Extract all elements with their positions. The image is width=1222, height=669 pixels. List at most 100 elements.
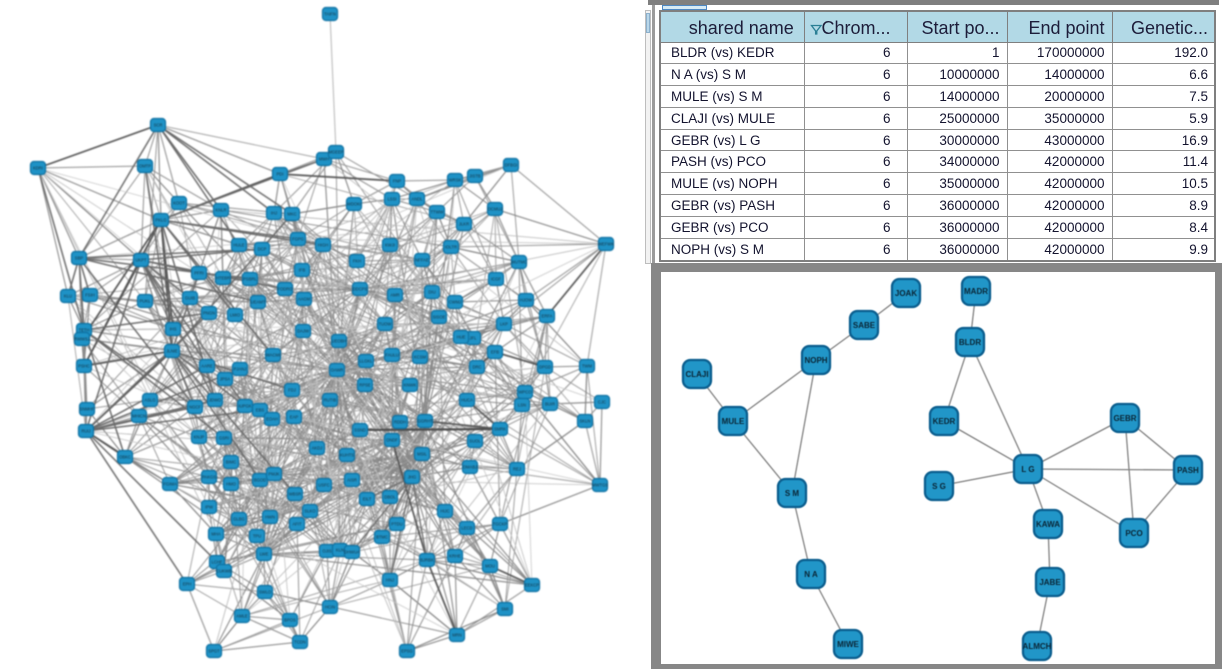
svg-text:PAKGS: PAKGS	[202, 475, 216, 480]
svg-text:AARE: AARE	[201, 364, 213, 369]
svg-text:MHICN: MHICN	[132, 414, 146, 419]
svg-text:FGIMA: FGIMA	[163, 482, 176, 487]
svg-text:KDRI: KDRI	[33, 166, 43, 171]
svg-text:IPW: IPW	[205, 505, 213, 510]
svg-text:ANDL: ANDL	[411, 197, 423, 202]
svg-text:NGCF: NGCF	[189, 405, 201, 410]
svg-text:FKH: FKH	[353, 259, 361, 264]
svg-text:HIJC: HIJC	[440, 509, 449, 514]
svg-text:ICGF: ICGF	[491, 277, 501, 282]
svg-text:KEDR: KEDR	[933, 417, 956, 426]
svg-text:MULE: MULE	[722, 417, 745, 426]
svg-text:TGCKP: TGCKP	[493, 522, 508, 527]
svg-text:HNJ: HNJ	[386, 578, 394, 583]
svg-text:MSIL: MSIL	[417, 452, 427, 457]
svg-text:MRN: MRN	[452, 633, 462, 638]
svg-text:FGPG: FGPG	[292, 237, 304, 242]
svg-text:AKDJ: AKDJ	[312, 446, 323, 451]
svg-text:IUPGK: IUPGK	[238, 404, 251, 409]
svg-text:MADR: MADR	[964, 287, 988, 296]
svg-text:JOAK: JOAK	[895, 289, 917, 298]
svg-text:DRC: DRC	[472, 365, 481, 370]
svg-text:RWWSJ: RWWSJ	[74, 337, 90, 342]
svg-text:MGEEP: MGEEP	[328, 150, 343, 155]
svg-text:PSBRL: PSBRL	[243, 277, 257, 282]
svg-text:JISTB: JISTB	[469, 174, 481, 179]
svg-text:S G: S G	[932, 482, 946, 491]
svg-text:AFIT: AFIT	[292, 522, 302, 527]
svg-text:SWLO: SWLO	[259, 590, 272, 595]
svg-text:PASH: PASH	[1177, 466, 1199, 475]
svg-text:JABE: JABE	[1039, 578, 1061, 587]
svg-text:IHJ: IHJ	[271, 211, 277, 216]
svg-text:HUCA: HUCA	[461, 398, 473, 403]
svg-text:L G: L G	[1021, 465, 1034, 474]
svg-text:DDCPS: DDCPS	[353, 287, 368, 292]
svg-text:WUTMC: WUTMC	[511, 260, 527, 265]
svg-text:TTWW: TTWW	[430, 210, 443, 215]
svg-text:PFRI: PFRI	[194, 271, 204, 276]
svg-text:BJRBK: BJRBK	[420, 558, 434, 563]
svg-text:SMI: SMI	[501, 607, 508, 612]
svg-text:WRSK: WRSK	[449, 178, 462, 183]
svg-text:KAWA: KAWA	[1036, 520, 1060, 529]
svg-text:WBSR: WBSR	[289, 492, 302, 497]
svg-text:WDOKI: WDOKI	[347, 202, 361, 207]
svg-text:MWH: MWH	[319, 157, 329, 162]
svg-text:KLU: KLU	[64, 294, 72, 299]
svg-text:SNMHF: SNMHF	[80, 407, 95, 412]
svg-text:JPSA: JPSA	[220, 377, 231, 382]
svg-text:USFC: USFC	[318, 483, 329, 488]
svg-text:AMR: AMR	[390, 293, 399, 298]
svg-text:AAGM: AAGM	[298, 297, 311, 302]
svg-text:KWJI: KWJI	[385, 243, 395, 248]
svg-text:CWMJ: CWMJ	[449, 300, 462, 305]
svg-text:ASLG: ASLG	[144, 398, 155, 403]
svg-text:BTMC: BTMC	[376, 535, 388, 540]
svg-text:GEBR: GEBR	[1113, 414, 1136, 423]
svg-text:EAP: EAP	[290, 415, 299, 420]
svg-text:TPU: TPU	[253, 534, 261, 539]
svg-text:EEKCP: EEKCP	[525, 583, 539, 588]
svg-text:SCR: SCR	[154, 123, 163, 128]
svg-text:BPOS: BPOS	[284, 618, 296, 623]
svg-text:JLKR: JLKR	[459, 222, 469, 227]
svg-text:DIU: DIU	[428, 290, 435, 295]
svg-text:RUTIB: RUTIB	[324, 398, 337, 403]
svg-text:SUOL: SUOL	[469, 439, 481, 444]
svg-text:SMRK: SMRK	[494, 427, 506, 432]
svg-text:SISOE: SISOE	[433, 315, 446, 320]
svg-text:PMJK: PMJK	[268, 472, 279, 477]
svg-text:IFB: IFB	[299, 268, 306, 273]
svg-text:ALMCH: ALMCH	[1023, 642, 1052, 651]
svg-text:PNGN: PNGN	[203, 311, 215, 316]
svg-text:EPH: EPH	[183, 582, 192, 587]
svg-text:KNJP: KNJP	[194, 435, 205, 440]
svg-text:DBOL: DBOL	[384, 495, 396, 500]
svg-text:SPGT: SPGT	[208, 649, 220, 654]
svg-text:EFB: EFB	[491, 350, 499, 355]
svg-text:MKC: MKC	[287, 212, 296, 217]
svg-text:SBP: SBP	[75, 256, 84, 261]
svg-text:DCP: DCP	[258, 247, 267, 252]
svg-text:LSN: LSN	[518, 403, 526, 408]
svg-text:KNLR: KNLR	[215, 208, 226, 213]
svg-text:BIMC: BIMC	[226, 460, 236, 465]
svg-text:LKP: LKP	[500, 322, 508, 327]
svg-text:LMIO: LMIO	[230, 313, 241, 318]
svg-text:EBS: EBS	[256, 408, 265, 413]
svg-text:BLDR: BLDR	[959, 338, 981, 347]
svg-text:JLNIE: JLNIE	[166, 349, 178, 354]
svg-text:AMLE: AMLE	[236, 614, 248, 619]
svg-text:TETH: TETH	[79, 328, 90, 333]
svg-text:NOPH: NOPH	[804, 356, 827, 365]
svg-text:SSND: SSND	[354, 428, 366, 433]
svg-text:PCO: PCO	[1125, 529, 1142, 538]
svg-text:RPSE: RPSE	[359, 383, 371, 388]
svg-text:DAJW: DAJW	[297, 329, 309, 334]
svg-text:LSSI: LSSI	[387, 197, 396, 202]
svg-text:UEOBH: UEOBH	[332, 339, 347, 344]
svg-text:GGRHT: GGRHT	[417, 419, 433, 424]
svg-text:DPGD: DPGD	[539, 365, 551, 370]
svg-text:DHWUA: DHWUA	[344, 550, 360, 555]
